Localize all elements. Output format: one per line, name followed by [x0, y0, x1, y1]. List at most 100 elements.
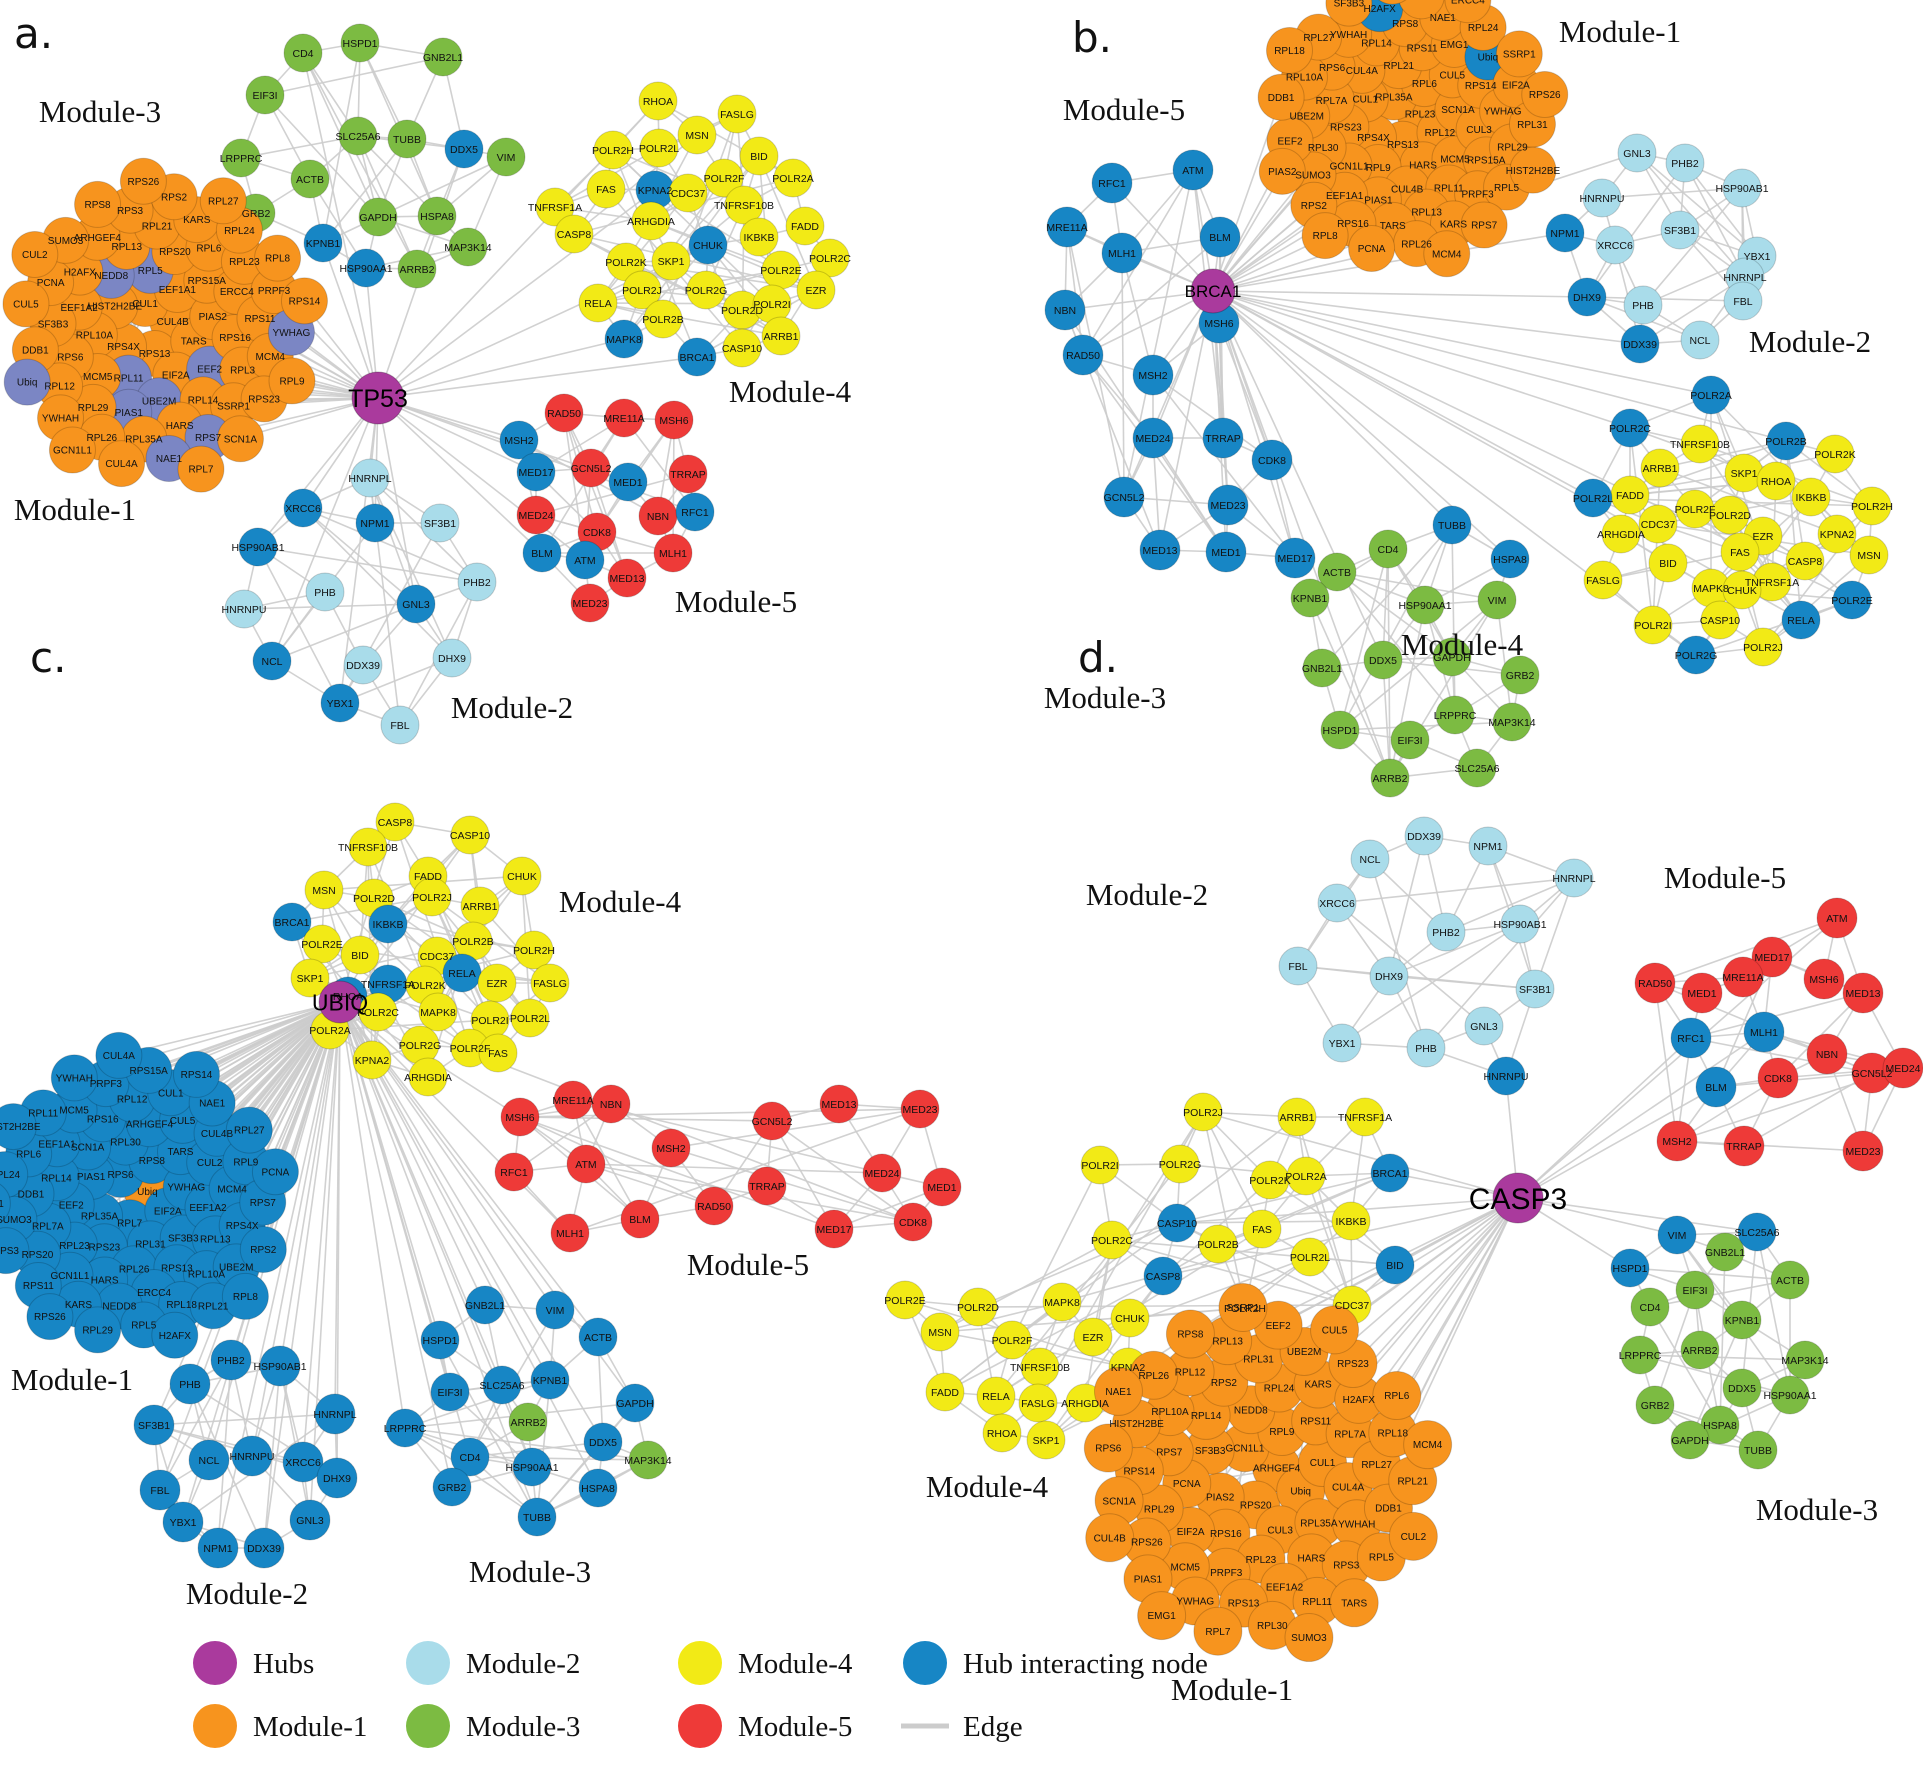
node-label: MED17 [1277, 553, 1312, 565]
node-label: BLM [629, 1214, 651, 1226]
node-label: RHOA [643, 96, 673, 108]
node-label: POLR2F [992, 1335, 1033, 1347]
node-HSP90AA1 [1770, 1375, 1810, 1415]
node-label: EEF1A2 [189, 1203, 227, 1214]
node-label: TARS [168, 1147, 194, 1158]
node-IKBKB [739, 217, 779, 257]
node-label: TUBB [393, 134, 421, 146]
node-label: RPS6 [107, 1170, 134, 1181]
node-label: RPL6 [1412, 79, 1437, 90]
node-label: MSH6 [1204, 318, 1233, 330]
node-SSRP1 [1495, 30, 1543, 78]
node-label: H2AFX [64, 268, 97, 279]
node-HSP90AB1 [1500, 904, 1540, 944]
node-PHB2 [210, 1339, 252, 1381]
node-label: RPL6 [1384, 1391, 1409, 1402]
node-label: EIF3I [437, 1387, 462, 1399]
node-label: POLR2B [1765, 436, 1806, 448]
node-KPNB1 [530, 1360, 570, 1400]
node-POLR2J [1183, 1092, 1223, 1132]
node-label: RPS23 [1337, 1359, 1369, 1370]
node-label: RPS11 [23, 1281, 54, 1292]
node-RFC1 [1670, 1017, 1712, 1059]
node-YBX1 [162, 1501, 204, 1543]
node-CHUK [1110, 1298, 1150, 1338]
node-HSP90AA1 [1405, 585, 1445, 625]
node-label: HSP90AA1 [1763, 1390, 1816, 1402]
node-FAS [1242, 1209, 1282, 1249]
node-label: RPS6 [57, 352, 84, 363]
node-label: RPS13 [161, 1263, 193, 1274]
node-MED23 [570, 583, 610, 623]
node-RFC1 [494, 1152, 534, 1192]
node-label: RPL29 [82, 1325, 113, 1336]
node-label: SLC25A6 [336, 131, 381, 143]
node-SKP1 [651, 241, 691, 281]
node-label: GNL3 [296, 1515, 324, 1527]
node-label: LRPPRC [1619, 1350, 1662, 1362]
node-label: CD4 [459, 1452, 480, 1464]
node-ARRB2 [508, 1402, 548, 1442]
node-label: NCL [1689, 335, 1710, 347]
node-GCN1L1 [48, 426, 96, 474]
node-label: POLR2G [1675, 650, 1718, 662]
node-label: RPL29 [1144, 1504, 1175, 1515]
legend: Hubs Module-1 Module-2 Module-3 Module-4 Modu… [193, 1641, 1208, 1748]
node-label: HNRNPL [1552, 873, 1595, 885]
node-label: GAPDH [1671, 1435, 1708, 1447]
node-MSN [1849, 535, 1889, 575]
node-label: RPS3 [1408, 0, 1435, 2]
node-label: GCN5L2 [1104, 492, 1145, 504]
node-label: ACTB [296, 174, 324, 186]
node-GNB2L1 [1705, 1232, 1745, 1272]
node-CDK8 [1757, 1057, 1799, 1099]
node-NCL [1680, 320, 1720, 360]
node-label: KARS [65, 1300, 93, 1311]
node-label: POLR2J [412, 892, 452, 904]
node-FASLG [530, 963, 570, 1003]
panel-letter: a. [14, 9, 53, 58]
node-label: NAE1 [1430, 13, 1457, 24]
node-MLH1 [653, 533, 693, 573]
node-label: UBE2M [1289, 112, 1323, 123]
node-label: RPL26 [1138, 1371, 1169, 1382]
node-label: UBE2M [219, 1263, 253, 1274]
node-label: PRPF3 [258, 286, 291, 297]
node-label: HSP90AB1 [231, 542, 284, 554]
node-label: RPL29 [1497, 142, 1528, 153]
node-label: CUL2 [197, 1158, 223, 1169]
node-label: RPL9 [1366, 163, 1391, 174]
node-label: MSH6 [505, 1112, 534, 1124]
node-label: EMG1 [1147, 1611, 1176, 1622]
legend-swatch-module1 [193, 1704, 237, 1748]
node-POLR2E [1832, 580, 1872, 620]
node-label: ARHGDIA [1061, 1398, 1109, 1410]
node-TRRAP [747, 1166, 787, 1206]
node-label: PIAS2 [1206, 1493, 1235, 1504]
node-GAPDH [1432, 637, 1472, 677]
node-label: RPS16 [219, 333, 251, 344]
node-label: NBN [1054, 305, 1076, 317]
node-label: GCN1L1 [1225, 1443, 1264, 1454]
node-GNL3 [1617, 133, 1657, 173]
node-label: RPL6 [16, 1149, 41, 1160]
node-DDX5 [583, 1422, 623, 1462]
node-label: PCNA [262, 1167, 290, 1178]
node-PHB [1406, 1028, 1446, 1068]
node-YBX1 [1322, 1023, 1362, 1063]
node-label: RPL13 [1411, 208, 1442, 219]
node-label: CDC37 [1335, 1300, 1370, 1312]
node-POLR2C [1610, 408, 1650, 448]
node-MAPK8 [418, 992, 458, 1032]
node-label: CASP8 [557, 229, 592, 241]
node-label: NCL [261, 656, 282, 668]
node-label: RPS2 [1301, 201, 1328, 212]
node-label: VIM [1488, 595, 1507, 607]
node-DHX9 [432, 638, 472, 678]
node-label: SUMO3 [1295, 170, 1331, 181]
node-label: RPS2 [1211, 1378, 1238, 1389]
node-ERCC4 [1444, 0, 1492, 24]
node-FBL [380, 705, 420, 745]
node-label: POLR2G [1159, 1159, 1202, 1171]
